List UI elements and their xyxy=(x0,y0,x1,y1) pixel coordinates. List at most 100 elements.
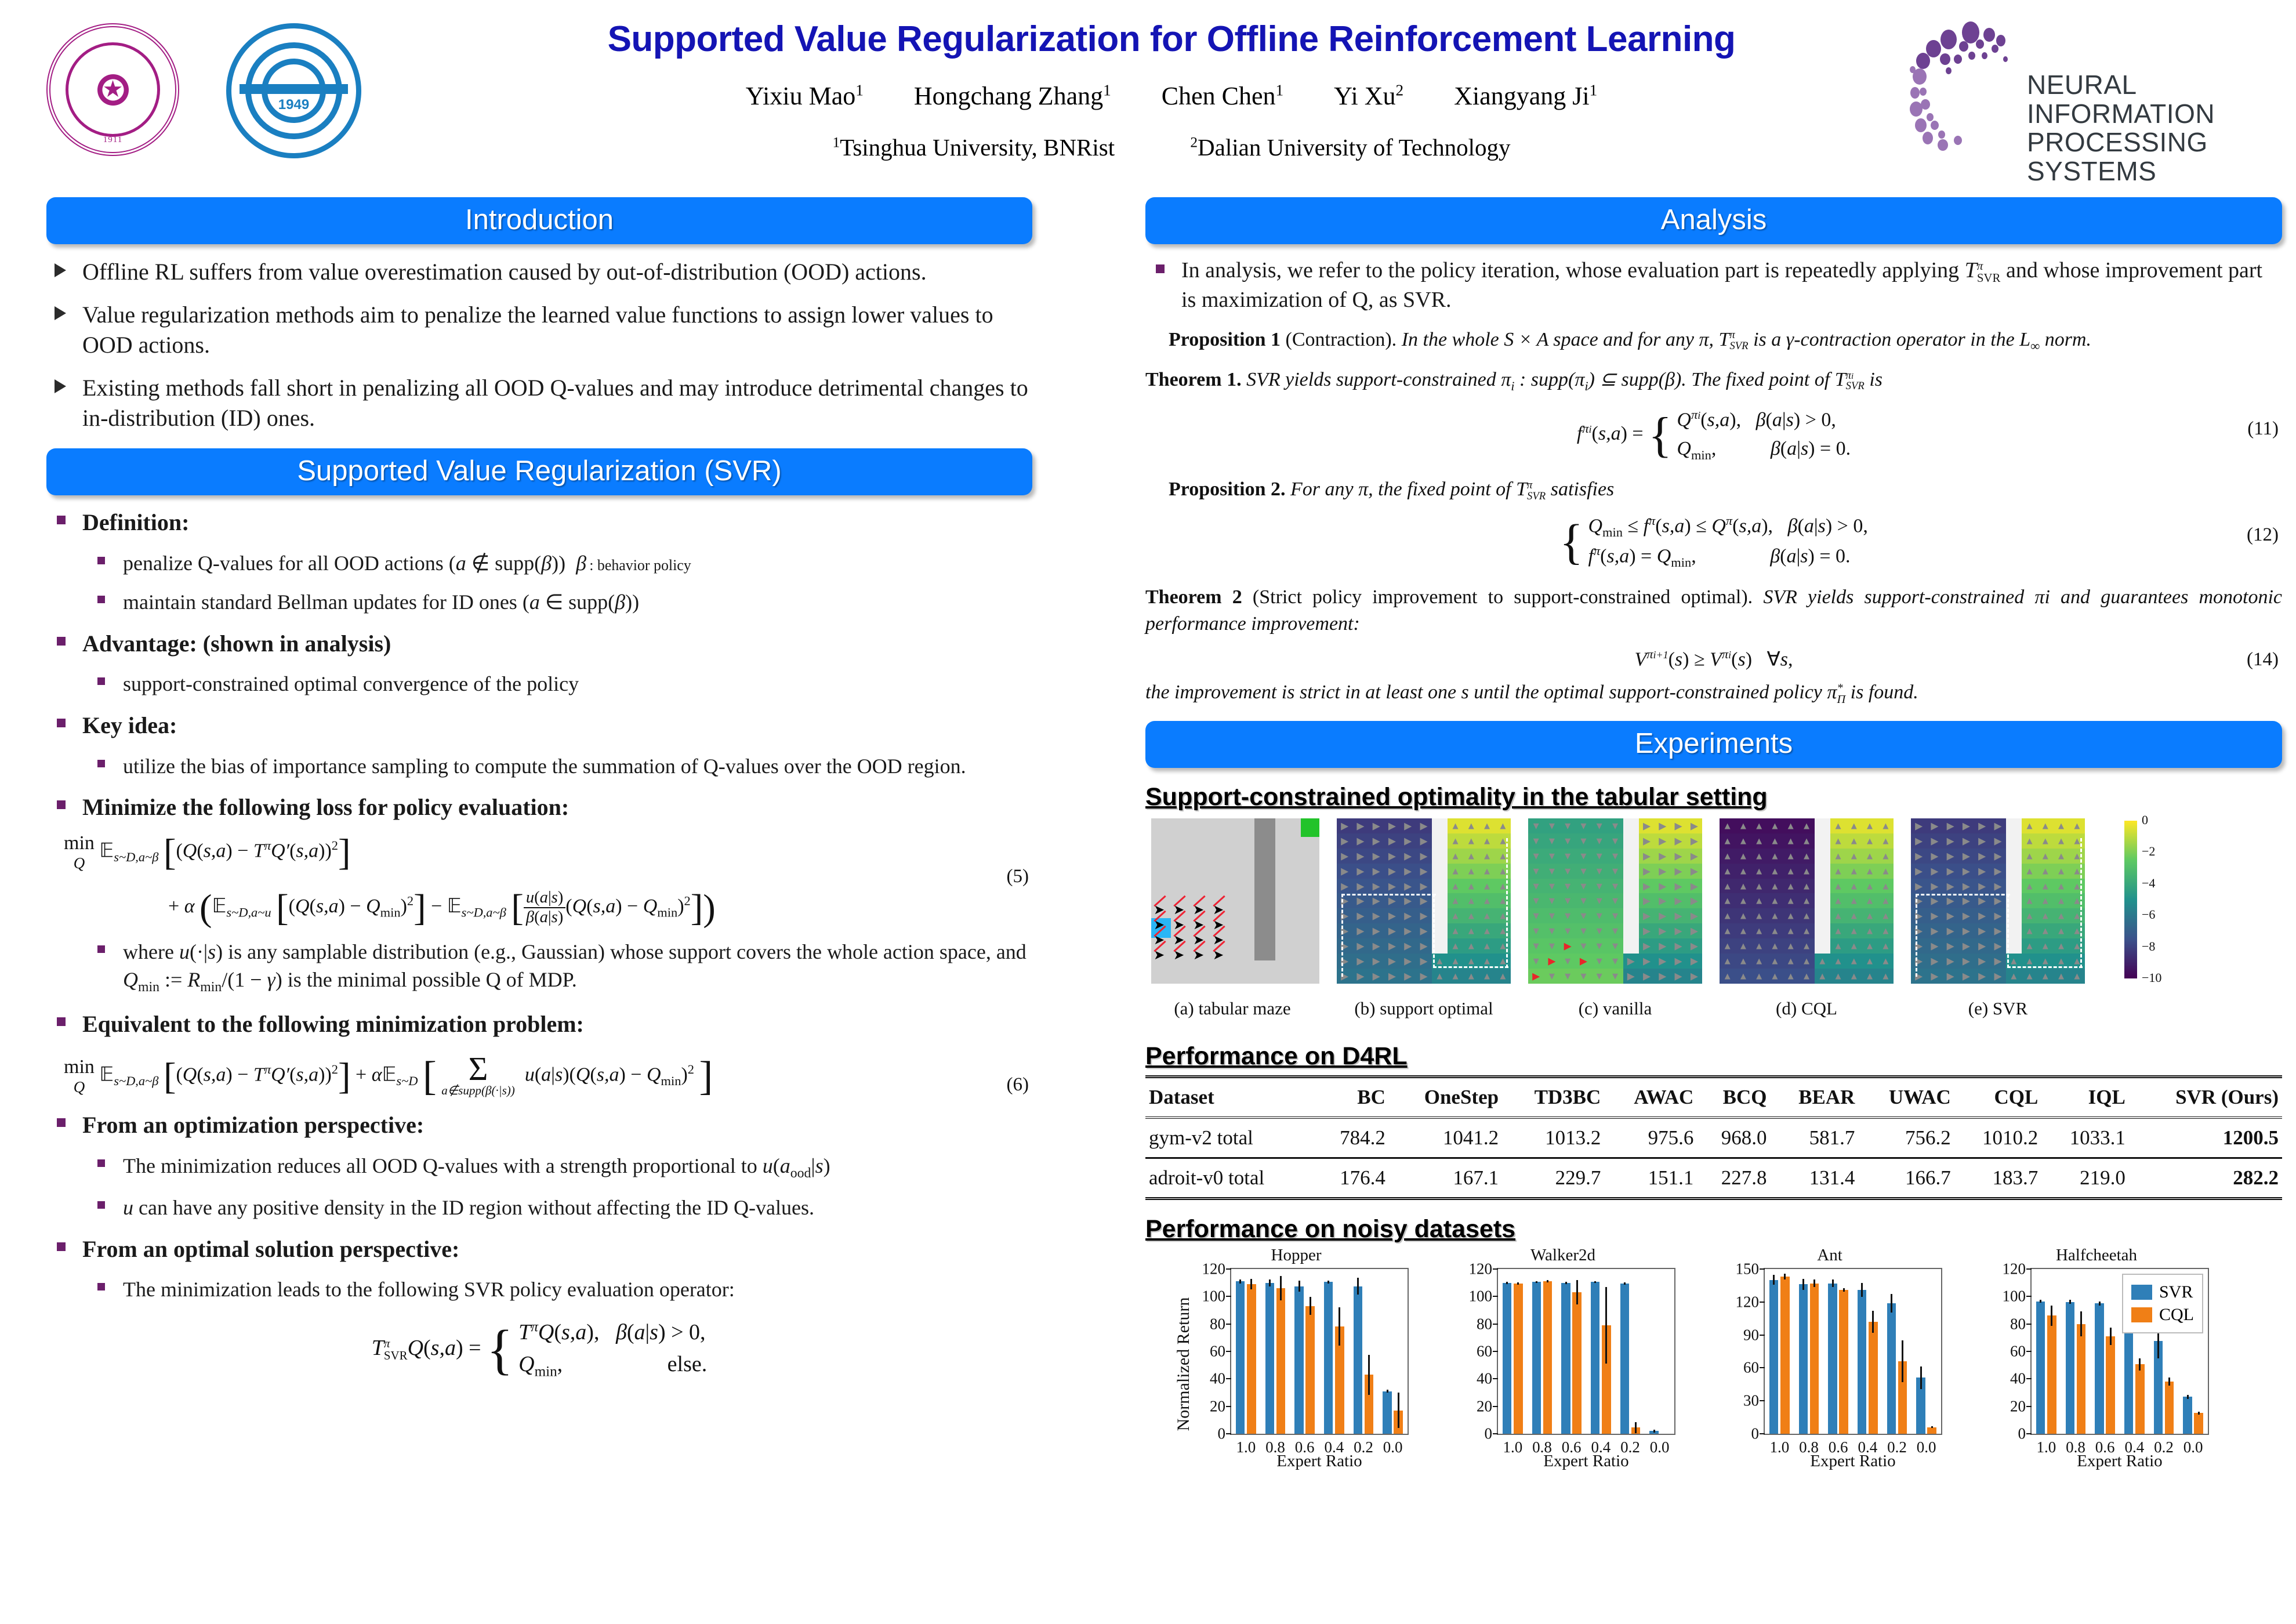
y-axis-tick-label: 20 xyxy=(1477,1397,1492,1415)
policy-arrow-icon: ▲ xyxy=(2072,880,2082,892)
policy-arrow-icon: ▶ xyxy=(1915,850,1923,862)
policy-arrow-icon: ▲ xyxy=(1482,955,1492,967)
heatmap-cell: ▲ xyxy=(1877,863,1894,879)
policy-arrow-icon: ▲ xyxy=(1786,970,1796,982)
heatmap-cell: ▶ xyxy=(1990,938,2006,954)
x-axis-tick-label: 0.4 xyxy=(1324,1438,1344,1456)
policy-arrow-icon: ▲ xyxy=(1738,940,1749,952)
policy-arrow-icon: ▶ xyxy=(1388,910,1396,922)
heatmap-cell: ▶ xyxy=(1958,954,1975,969)
heatmap-cell: ▲ xyxy=(1431,969,1448,984)
policy-arrow-icon: ▲ xyxy=(2072,820,2082,832)
policy-arrow-icon: ▲ xyxy=(1482,925,1492,937)
policy-arrow-icon: ▲ xyxy=(1865,955,1875,967)
heatmap-cell: ▲ xyxy=(1495,923,1511,939)
error-bar xyxy=(2139,1358,2141,1371)
policy-arrow-icon: ▲ xyxy=(1754,955,1764,967)
analysis-intro-list: In analysis, we refer to the policy iter… xyxy=(1145,256,2282,315)
heatmap-cell xyxy=(1814,863,1830,879)
policy-arrow-icon: ▼ xyxy=(1594,925,1605,937)
error-bar xyxy=(1902,1340,1904,1382)
heatmap-cell: ▼ xyxy=(1544,923,1560,939)
heatmap-cell: ▲ xyxy=(1495,908,1511,924)
policy-arrow-icon: ▲ xyxy=(1450,895,1460,907)
x-axis-tick-label: 0.0 xyxy=(2183,1438,2203,1456)
heatmap-cell: ▲ xyxy=(2037,938,2054,954)
error-bar xyxy=(1356,1278,1359,1295)
policy-arrow-icon: ▶ xyxy=(1548,955,1556,967)
policy-arrow-icon: ▶ xyxy=(1931,970,1939,982)
heatmap-cell: ▶ xyxy=(1670,938,1686,954)
heatmap-cell: ▲ xyxy=(1495,878,1511,894)
heatmap-cell: ▲ xyxy=(1830,833,1847,849)
bar-svr xyxy=(1561,1282,1570,1434)
policy-arrow-icon: ▲ xyxy=(1801,835,1812,847)
policy-arrow-icon: ▶ xyxy=(1404,970,1412,982)
heatmap-cell: ▶ xyxy=(1686,923,1702,939)
policy-arrow-icon: ▲ xyxy=(2025,850,2034,862)
heatmap-cell: ▶ xyxy=(1368,923,1384,939)
affiliation-list: 1Tsinghua University, BNRist 2Dalian Uni… xyxy=(476,133,1867,161)
heatmap-cell: ▲ xyxy=(1798,818,1815,833)
policy-arrow-icon: ▶ xyxy=(1915,820,1923,832)
policy-arrow-icon: ▶ xyxy=(1931,865,1939,877)
heatmap-cell: ▶ xyxy=(1942,923,1958,939)
y-axis-tick-label: 120 xyxy=(1735,1293,1760,1311)
y-axis-tick-label: 150 xyxy=(1735,1260,1760,1278)
colorbar-tick-label: −8 xyxy=(2142,938,2156,954)
policy-arrow-icon: ▶ xyxy=(1642,865,1651,877)
heatmap-cell: ▶ xyxy=(1974,878,1990,894)
heatmap-cell: ▲ xyxy=(1463,863,1479,879)
x-axis-tick-label: 0.2 xyxy=(2154,1438,2174,1456)
policy-arrow-icon: ▲ xyxy=(2025,895,2034,907)
bar-chart-ant: Ant 0 30 60 90 120 150 1.0 0.8 0.6 0.4 0.2 0.0 Expert… xyxy=(1714,1246,1946,1480)
policy-arrow-icon: ▲ xyxy=(1849,835,1859,847)
policy-arrow-icon: ▶ xyxy=(1931,820,1939,832)
y-axis-tick-label: 60 xyxy=(2010,1342,2026,1360)
heatmap-cell: ▶ xyxy=(1352,833,1369,849)
section-header-svr: Supported Value Regularization (SVR) xyxy=(46,448,1032,495)
list-item: The minimization reduces all OOD Q-value… xyxy=(46,1152,1032,1183)
error-bar xyxy=(1535,1281,1537,1284)
policy-arrow-icon: ▶ xyxy=(1372,895,1380,907)
heatmap-cell: ▲ xyxy=(1495,938,1511,954)
policy-arrow-icon: ▶ xyxy=(1674,970,1682,982)
policy-arrow-icon: ▶ xyxy=(1404,895,1412,907)
bar-cql xyxy=(1364,1375,1374,1434)
affiliation-item: 1Tsinghua University, BNRist xyxy=(832,134,1115,161)
policy-arrow-icon: ▶ xyxy=(1388,850,1396,862)
y-axis-tick-mark xyxy=(1226,1350,1231,1352)
policy-arrow-icon: ▲ xyxy=(2056,940,2066,952)
policy-arrow-icon: ▲ xyxy=(1770,910,1780,922)
bar-cql xyxy=(2106,1336,2115,1434)
heatmap-cell: ▲ xyxy=(1767,848,1783,864)
policy-arrow-icon: ▲ xyxy=(1833,940,1843,952)
maze-caption-row: (a) tabular maze (b) support optimal (c)… xyxy=(1145,998,2282,1027)
heatmap-cell: ▲ xyxy=(1846,863,1862,879)
heatmap-cell: ▲ xyxy=(2053,818,2069,833)
error-bar xyxy=(1268,1279,1271,1286)
heatmap-cell: ▲ xyxy=(1767,954,1783,969)
theorem-2: Theorem 2 (Strict policy improvement to … xyxy=(1145,584,2282,637)
policy-arrow-icon: ▶ xyxy=(1372,850,1380,862)
x-axis-tick-label: 0.8 xyxy=(1532,1438,1552,1456)
policy-arrow-icon: ▶ xyxy=(1674,850,1682,862)
y-axis-tick-label: 100 xyxy=(2002,1287,2026,1305)
heatmap-cell: ▲ xyxy=(1463,848,1479,864)
policy-arrow-icon: ▼ xyxy=(1531,910,1541,922)
policy-arrow-icon: ▲ xyxy=(1450,925,1460,937)
x-axis-tick-label: 0.8 xyxy=(1265,1438,1285,1456)
heatmap-cell: ▼ xyxy=(1591,893,1608,909)
policy-arrow-icon: ▲ xyxy=(1880,865,1891,877)
policy-arrow-icon: ▶ xyxy=(1356,895,1365,907)
heatmap-cell: ▲ xyxy=(1830,878,1847,894)
policy-arrow-icon: ▲ xyxy=(1754,820,1764,832)
y-axis-tick-mark xyxy=(1226,1433,1231,1434)
policy-arrow-icon: ▲ xyxy=(2056,955,2066,967)
policy-arrow-icon: ▲ xyxy=(1786,820,1796,832)
heatmap-cell: ▶ xyxy=(1400,818,1416,833)
policy-arrow-icon: ▼ xyxy=(1610,970,1620,982)
list-item-label: Definition: xyxy=(82,509,190,535)
policy-arrow-icon: ▶ xyxy=(1978,940,1986,952)
policy-arrow-icon: ▶ xyxy=(1994,835,2002,847)
